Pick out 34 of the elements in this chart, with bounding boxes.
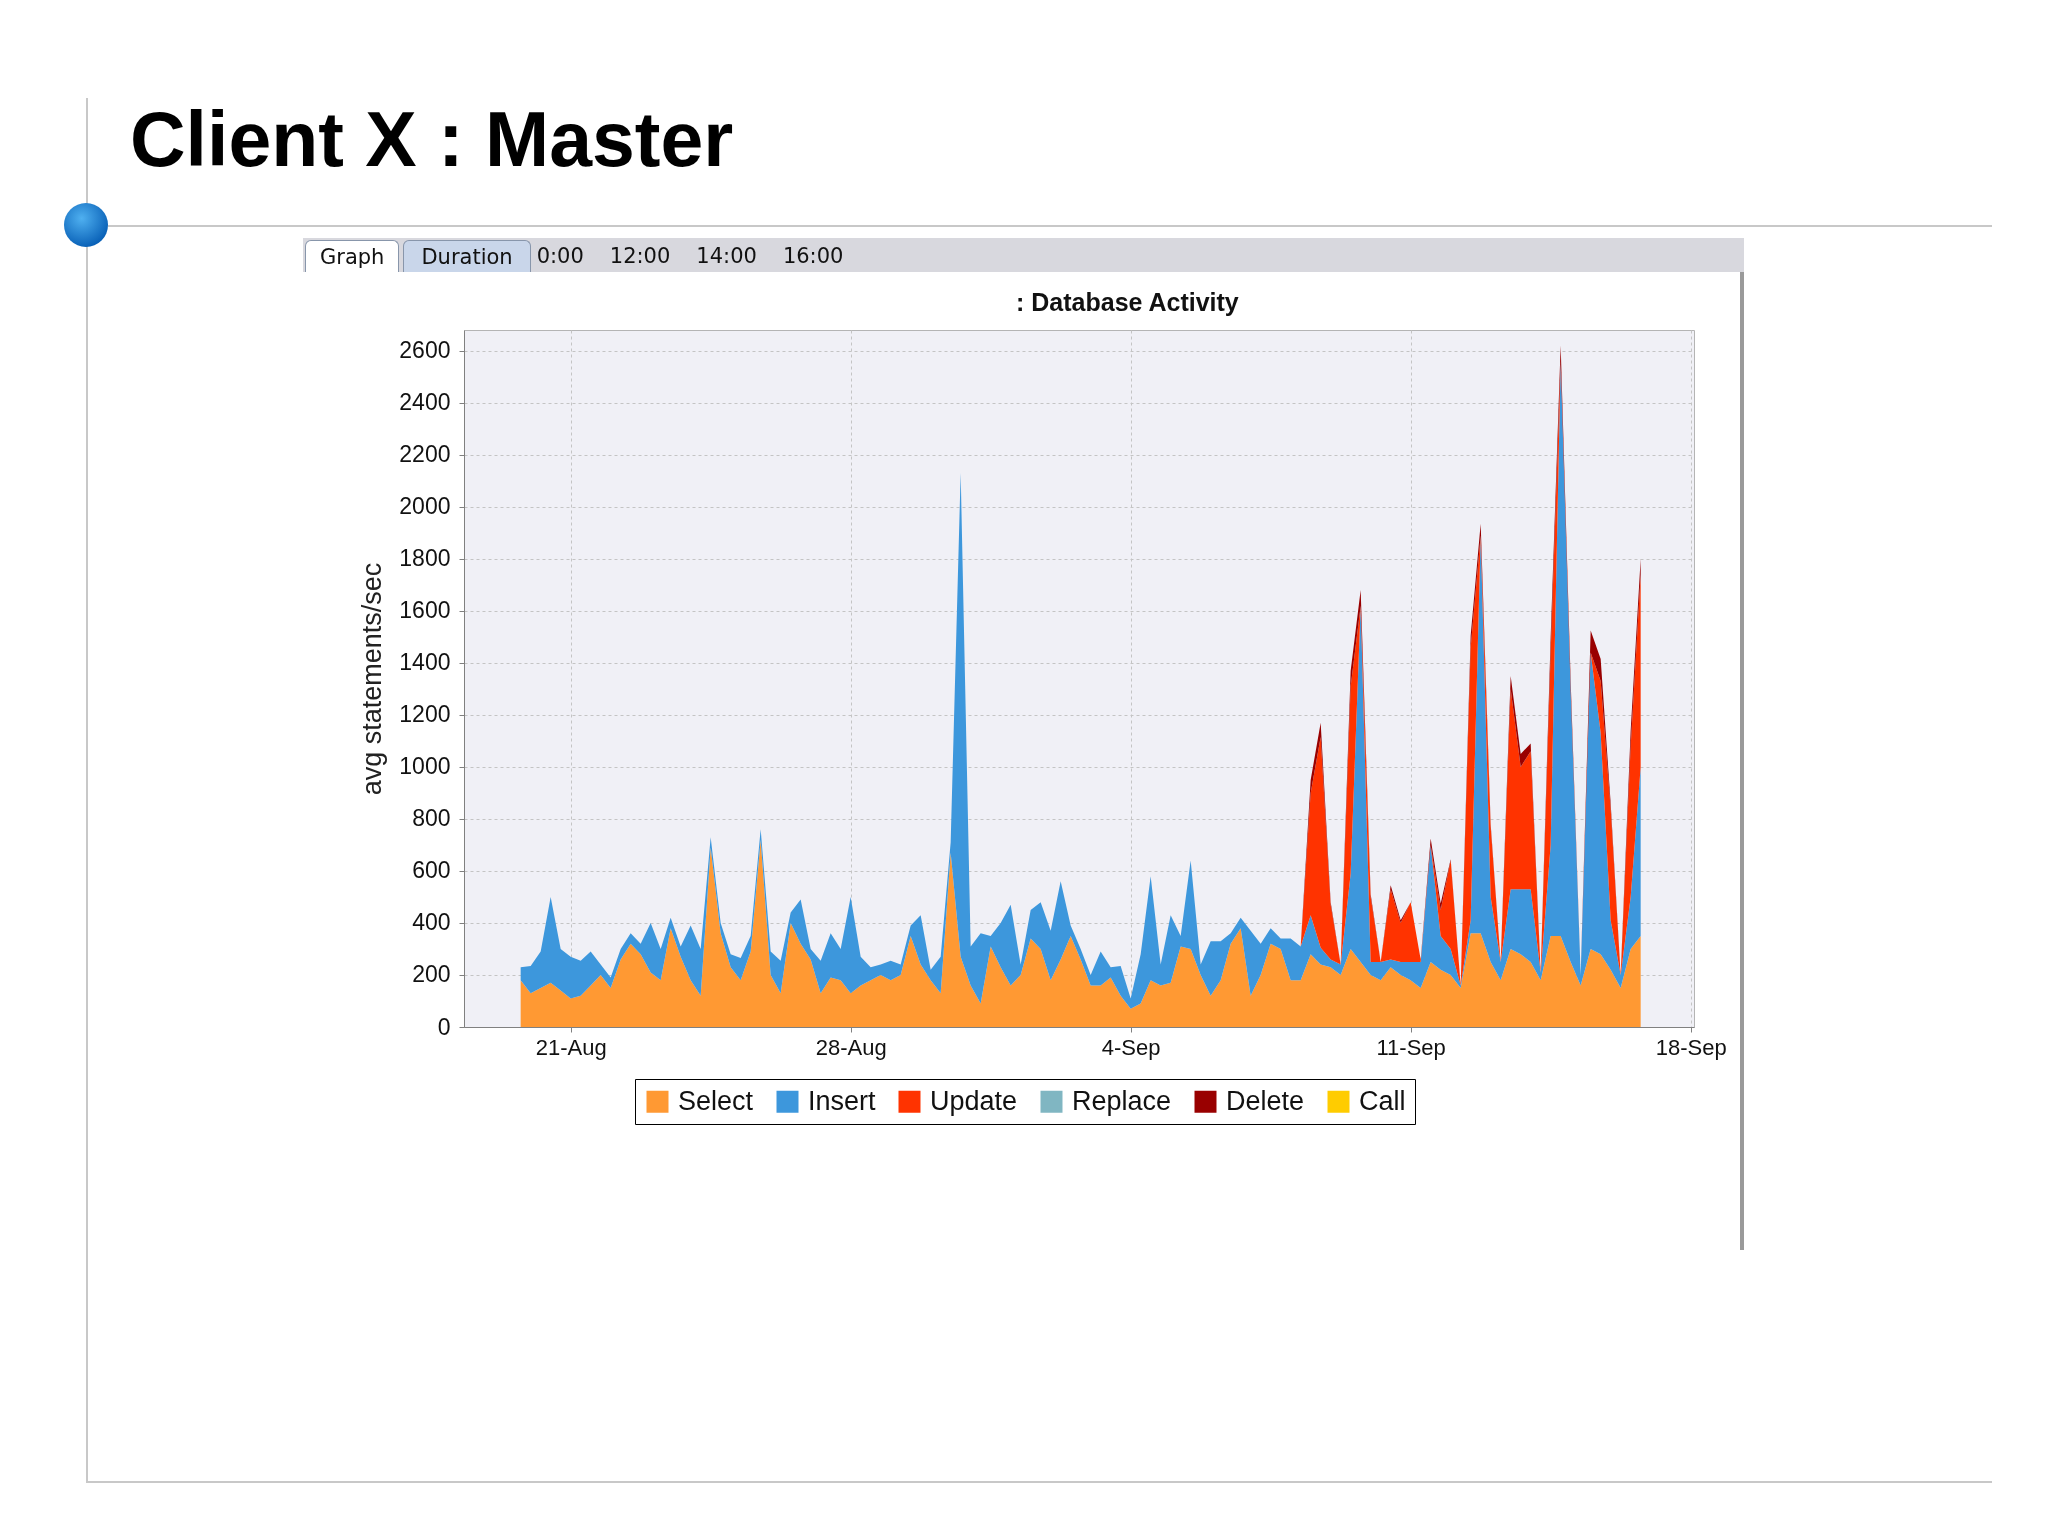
y-axis-title: avg statements/sec	[357, 562, 388, 796]
y-tick-label: 600	[412, 857, 451, 884]
legend-label: Insert	[808, 1085, 877, 1116]
legend-label: Replace	[1072, 1085, 1172, 1116]
y-tick-label: 2200	[399, 441, 451, 468]
y-tick-label: 200	[412, 961, 451, 988]
y-tick-label: 1200	[399, 701, 451, 728]
y-tick-label: 1000	[399, 753, 451, 780]
tab: Graph	[305, 240, 400, 272]
legend-label: Delete	[1226, 1085, 1305, 1116]
tab: Duration	[403, 240, 531, 272]
x-tick-label: 21-Aug	[535, 1034, 607, 1060]
x-tick-label: 18-Sep	[1655, 1034, 1727, 1060]
legend-label: Update	[930, 1085, 1018, 1116]
y-tick-label: 800	[412, 805, 451, 832]
y-tick-label: 1400	[399, 649, 451, 676]
x-tick-label: 4-Sep	[1101, 1034, 1161, 1060]
y-tick-label: 2400	[399, 389, 451, 416]
legend-label: Select	[678, 1085, 754, 1116]
text: 0:00	[536, 243, 584, 270]
text: 16:00	[782, 243, 844, 270]
y-tick-label: 1600	[399, 597, 451, 624]
y-tick-label: 2600	[399, 337, 451, 364]
legend-label: Call	[1359, 1085, 1406, 1116]
text: 14:00	[696, 243, 757, 270]
y-tick-label: 2000	[399, 493, 451, 520]
chart-subtitle: : Database Activity	[1016, 288, 1239, 317]
y-tick-label: 0	[437, 1013, 451, 1040]
x-tick-label: 28-Aug	[815, 1034, 887, 1060]
x-tick-label: 11-Sep	[1376, 1034, 1446, 1060]
chart-title: Client X : Master	[130, 96, 734, 182]
y-tick-label: 1800	[399, 545, 451, 572]
text: 12:00	[609, 243, 671, 270]
y-tick-label: 400	[412, 909, 451, 936]
